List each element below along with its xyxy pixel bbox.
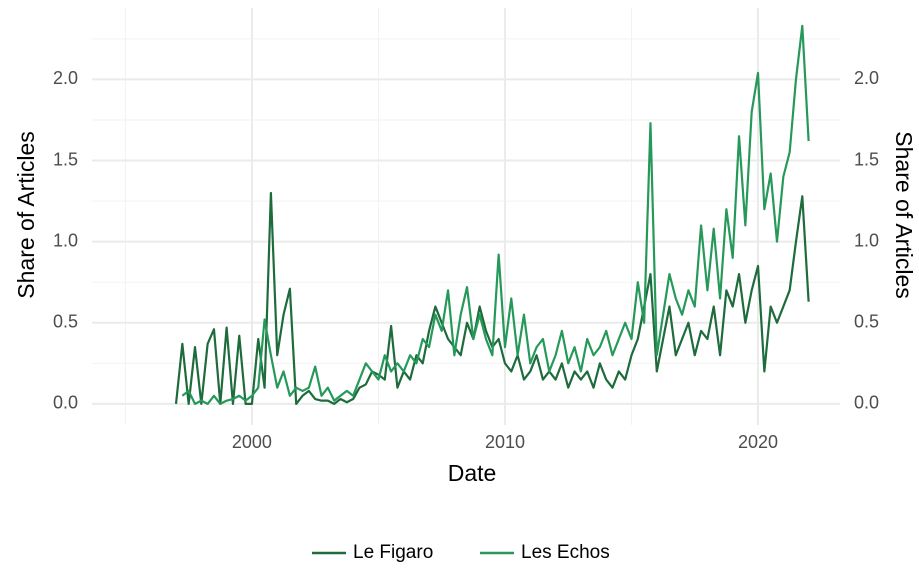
- y2-tick-label: 0.0: [854, 393, 879, 413]
- y2-tick-label: 1.5: [854, 149, 879, 169]
- x-tick-label: 2020: [738, 432, 778, 452]
- legend-label: Les Echos: [521, 542, 610, 563]
- y-tick-label: 1.5: [53, 149, 78, 169]
- y2-tick-label: 1.0: [854, 230, 879, 250]
- y2-axis-title: Share of Articles: [891, 131, 917, 298]
- x-tick-label: 2010: [485, 432, 525, 452]
- line: [181, 24, 810, 406]
- y2-tick-label: 0.5: [854, 312, 879, 332]
- y-tick-label: 0.5: [53, 312, 78, 332]
- x-tick-label: 2000: [232, 432, 272, 452]
- legend-label: Le Figaro: [353, 542, 433, 563]
- y-tick-label: 2.0: [53, 68, 78, 88]
- y-axis-title: Share of Articles: [13, 131, 39, 298]
- y-tick-label: 1.0: [53, 230, 78, 250]
- x-axis-title: Date: [448, 460, 497, 486]
- y-tick-label: 0.0: [53, 393, 78, 413]
- line: [174, 191, 810, 406]
- y2-tick-label: 2.0: [854, 68, 879, 88]
